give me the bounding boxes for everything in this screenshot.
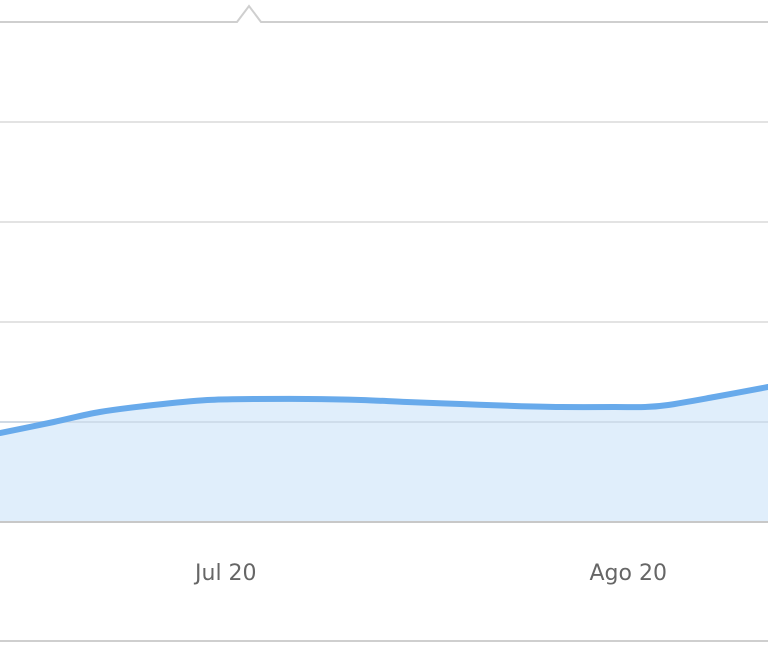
series-line: [0, 384, 768, 436]
grid-layer: [0, 121, 768, 423]
x-tick-label: Jul 20: [193, 561, 257, 586]
line-layer: [0, 384, 768, 436]
tooltip-pointer-frame: [0, 4, 768, 23]
area-layer: [0, 387, 768, 522]
x-axis: Jul 20 Ago 20: [0, 521, 768, 586]
series-area-fill: [0, 387, 768, 522]
x-tick-label: Ago 20: [589, 561, 666, 586]
